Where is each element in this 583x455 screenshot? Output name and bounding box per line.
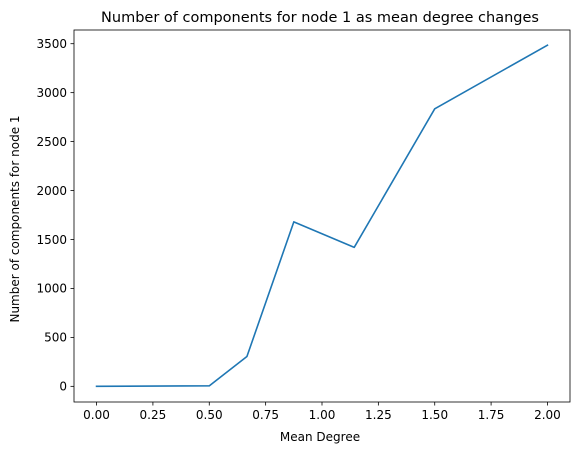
plot-frame <box>73 29 571 403</box>
y-tick-label: 3000 <box>36 86 67 100</box>
x-axis-label: Mean Degree <box>280 430 360 444</box>
x-tick-label: 0.75 <box>252 408 279 422</box>
chart-title: Number of components for node 1 as mean … <box>101 10 539 26</box>
y-axis-label: Number of components for node 1 <box>8 115 22 322</box>
y-tick-label: 1000 <box>36 282 67 296</box>
x-tick-label: 2.00 <box>534 408 561 422</box>
y-tick-label: 2500 <box>36 135 67 149</box>
series-layer <box>95 44 549 388</box>
x-tick-label: 1.25 <box>365 408 392 422</box>
x-tick-label: 1.50 <box>421 408 448 422</box>
x-tick-label: 1.75 <box>478 408 505 422</box>
series-line <box>95 44 549 388</box>
y-tick-label: 2000 <box>36 184 67 198</box>
x-axis-ticks: 0.00 0.25 0.50 0.75 1.00 1.25 1.50 1.75 2.00 <box>83 402 561 422</box>
x-tick-label: 0.50 <box>196 408 223 422</box>
y-tick-label: 0 <box>59 380 67 394</box>
plot-area <box>73 29 571 403</box>
y-axis-ticks: 0 500 1000 1500 2000 2500 3000 3500 <box>36 37 74 394</box>
x-tick-label: 0.25 <box>140 408 167 422</box>
x-tick-label: 1.00 <box>309 408 336 422</box>
y-tick-label: 500 <box>44 331 67 345</box>
y-tick-label: 1500 <box>36 233 67 247</box>
x-tick-label: 0.00 <box>83 408 110 422</box>
y-tick-label: 3500 <box>36 37 67 51</box>
